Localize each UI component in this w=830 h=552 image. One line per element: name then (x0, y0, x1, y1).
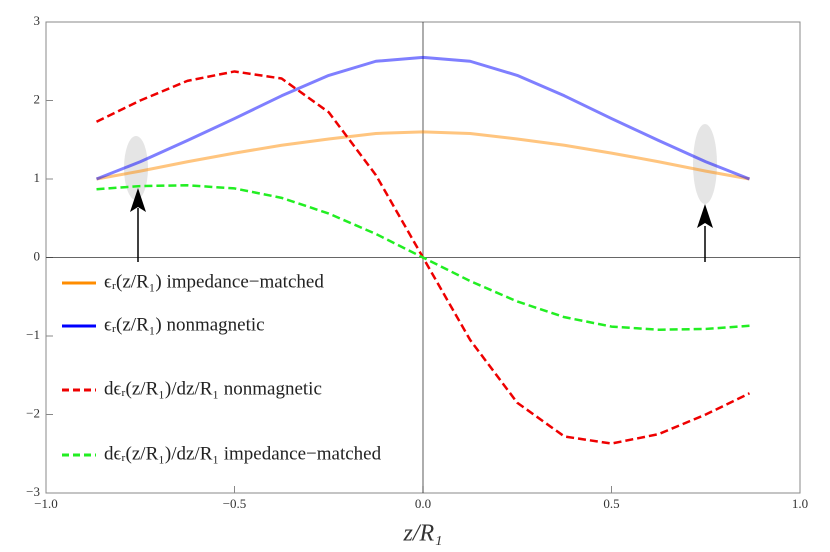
legend-label: ϵᵣ(z/R₁) impedance−matched (104, 271, 324, 292)
x-tick-label: 0.0 (415, 496, 431, 511)
highlight-ellipse (693, 124, 717, 204)
y-tick-label: 1 (34, 170, 41, 185)
y-tick-label: 3 (34, 13, 41, 28)
series-line (96, 130, 750, 181)
x-axis-label: z/R₁ (402, 521, 442, 547)
highlight-ellipse (124, 136, 148, 200)
series-line (95, 55, 751, 181)
x-tick-label: −0.5 (223, 496, 247, 511)
y-tick-label: 0 (34, 248, 41, 263)
x-tick-label: 0.5 (603, 496, 619, 511)
y-tick-label: 2 (34, 91, 41, 106)
y-tick-label: −2 (26, 405, 40, 420)
legend-label: dϵᵣ(z/R₁)/dz/R₁ impedance−matched (104, 443, 382, 464)
y-tick-label: −1 (26, 327, 40, 342)
x-tick-label: −1.0 (34, 496, 58, 511)
y-tick-label: −3 (26, 484, 40, 499)
x-tick-label: 1.0 (792, 496, 808, 511)
series-line (96, 184, 750, 331)
arrow (130, 188, 146, 262)
legend-label: ϵᵣ(z/R₁) nonmagnetic (104, 314, 265, 335)
legend-label: dϵᵣ(z/R₁)/dz/R₁ nonmagnetic (104, 378, 322, 399)
arrow (697, 204, 713, 262)
